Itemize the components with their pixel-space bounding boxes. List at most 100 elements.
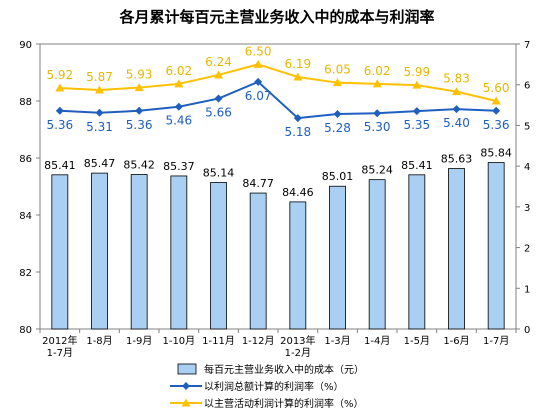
x-category-label: 1-3月 (324, 335, 350, 347)
legend-label: 每百元主营业务收入中的成本（元） (204, 363, 364, 376)
profit-total-label: 5.31 (86, 120, 113, 134)
profit-total-marker (293, 114, 302, 123)
main-activity-label: 5.83 (443, 72, 470, 86)
main-activity-label: 6.24 (205, 55, 232, 69)
profit-total-label: 5.30 (364, 120, 391, 134)
main-activity-marker (214, 70, 223, 79)
profit-total-label: 5.36 (483, 118, 510, 132)
main-activity-label: 5.60 (483, 81, 510, 95)
bar-value-label: 85.63 (441, 153, 473, 166)
x-category-label: 1-5月 (404, 335, 430, 347)
main-activity-marker (134, 83, 144, 92)
legend-marker (182, 382, 190, 390)
bar-value-label: 85.41 (401, 159, 433, 172)
bar-value-labels: 85.41 85.47 85.42 85.37 85.14 84.77 84.46 85.01… (44, 147, 512, 199)
main-activity-marker (174, 79, 184, 88)
main-activity-label: 6.02 (165, 64, 192, 78)
profit-total-label: 5.66 (205, 106, 232, 120)
x-category-label: 2012年 (42, 334, 77, 347)
left-tick-label: 90 (19, 40, 32, 51)
right-tick-label: 6 (524, 81, 530, 92)
main-activity-label: 5.93 (126, 68, 153, 82)
chart-title: 各月累计每百元主营业务收入中的成本与利润率 (119, 8, 435, 26)
profit-total-marker (373, 109, 382, 118)
x-category-label: 1-4月 (364, 335, 390, 347)
bar (51, 174, 69, 330)
profit-total-label: 5.18 (284, 125, 311, 139)
profit-total-label: 5.35 (403, 118, 430, 132)
bar-value-label: 84.46 (282, 186, 314, 199)
profit-total-marker (333, 110, 342, 119)
main-activity-marker (372, 79, 382, 88)
right-tick-label: 7 (524, 40, 530, 51)
bar (368, 179, 386, 330)
line-series (55, 59, 501, 123)
legend-label: 以主营活动利润计算的利润率（%） (204, 397, 364, 410)
main-activity-marker (412, 80, 422, 89)
profit-total-marker (174, 102, 183, 111)
main-activity-label: 6.19 (284, 57, 311, 71)
main-activity-label: 6.05 (324, 63, 351, 77)
profit-total-label: 5.36 (126, 118, 153, 132)
bar-value-label: 85.24 (361, 164, 393, 177)
bar (408, 174, 426, 330)
profit-total-marker (492, 106, 501, 115)
bar-value-label: 85.47 (84, 157, 116, 170)
main-activity-marker (253, 59, 263, 68)
main-activity-label: 5.87 (86, 70, 113, 84)
left-tick-label: 88 (19, 97, 32, 108)
bar (329, 185, 346, 330)
profit-total-label: 5.40 (443, 116, 470, 130)
left-tick-label: 82 (19, 268, 32, 279)
profit-total-line (59, 80, 497, 120)
x-category-label: 1-9月 (126, 335, 152, 347)
bar (249, 192, 267, 330)
profit-total-marker (214, 94, 223, 103)
x-category-label: 1-6月 (443, 335, 469, 347)
bar (170, 175, 188, 330)
bar-value-label: 85.01 (322, 170, 354, 183)
x-category-label: 1-10月 (162, 335, 195, 347)
legend-marker (181, 398, 191, 407)
bar-value-label: 85.42 (123, 159, 155, 172)
legend-bar-swatch (177, 363, 197, 375)
legend-label: 以利润总额计算的利润率（%） (204, 380, 344, 393)
bar-value-label: 85.14 (203, 167, 235, 180)
main-activity-profit-line (59, 63, 497, 102)
plot-frame (39, 43, 517, 330)
x-category-label: 2013年 (280, 334, 315, 347)
bar-value-label: 85.41 (44, 159, 76, 172)
main-activity-label: 5.99 (403, 65, 430, 79)
x-category-label: 1-8月 (86, 335, 112, 347)
x-category-label: 1-7月 (47, 347, 73, 359)
profit-total-label: 5.46 (165, 114, 192, 128)
plot-area-border (39, 43, 517, 330)
main-activity-marker (55, 83, 65, 92)
bar-value-label: 85.84 (480, 147, 512, 160)
line-value-labels: 5.36 5.31 5.36 5.46 5.66 6.07 5.18 5.28 5.30 5.35… (46, 44, 509, 139)
main-activity-label: 5.92 (46, 68, 73, 82)
main-activity-label: 6.02 (364, 64, 391, 78)
right-tick-label: 2 (524, 244, 530, 255)
x-category-label: 1-2月 (285, 347, 311, 359)
bar (487, 162, 505, 330)
left-tick-label: 84 (19, 211, 32, 222)
x-category-label: 1-12月 (242, 335, 275, 347)
bar (289, 201, 307, 330)
right-tick-label: 3 (524, 203, 530, 214)
main-activity-marker (293, 72, 303, 81)
bar-value-label: 84.77 (242, 177, 274, 190)
legend: 每百元主营业务收入中的成本（元） 以利润总额计算的利润率（%） 以主营活动利润计算的… (170, 363, 364, 410)
profit-total-marker (95, 108, 104, 117)
x-category-label: 1-11月 (202, 335, 235, 347)
right-tick-label: 1 (524, 284, 530, 295)
bar (130, 174, 148, 330)
main-activity-marker (452, 87, 461, 96)
profit-total-label: 5.28 (324, 121, 351, 135)
profit-total-label: 6.07 (245, 89, 272, 103)
main-activity-marker (333, 78, 342, 87)
profit-total-label: 5.36 (46, 118, 73, 132)
bar-value-label: 85.37 (163, 160, 195, 173)
